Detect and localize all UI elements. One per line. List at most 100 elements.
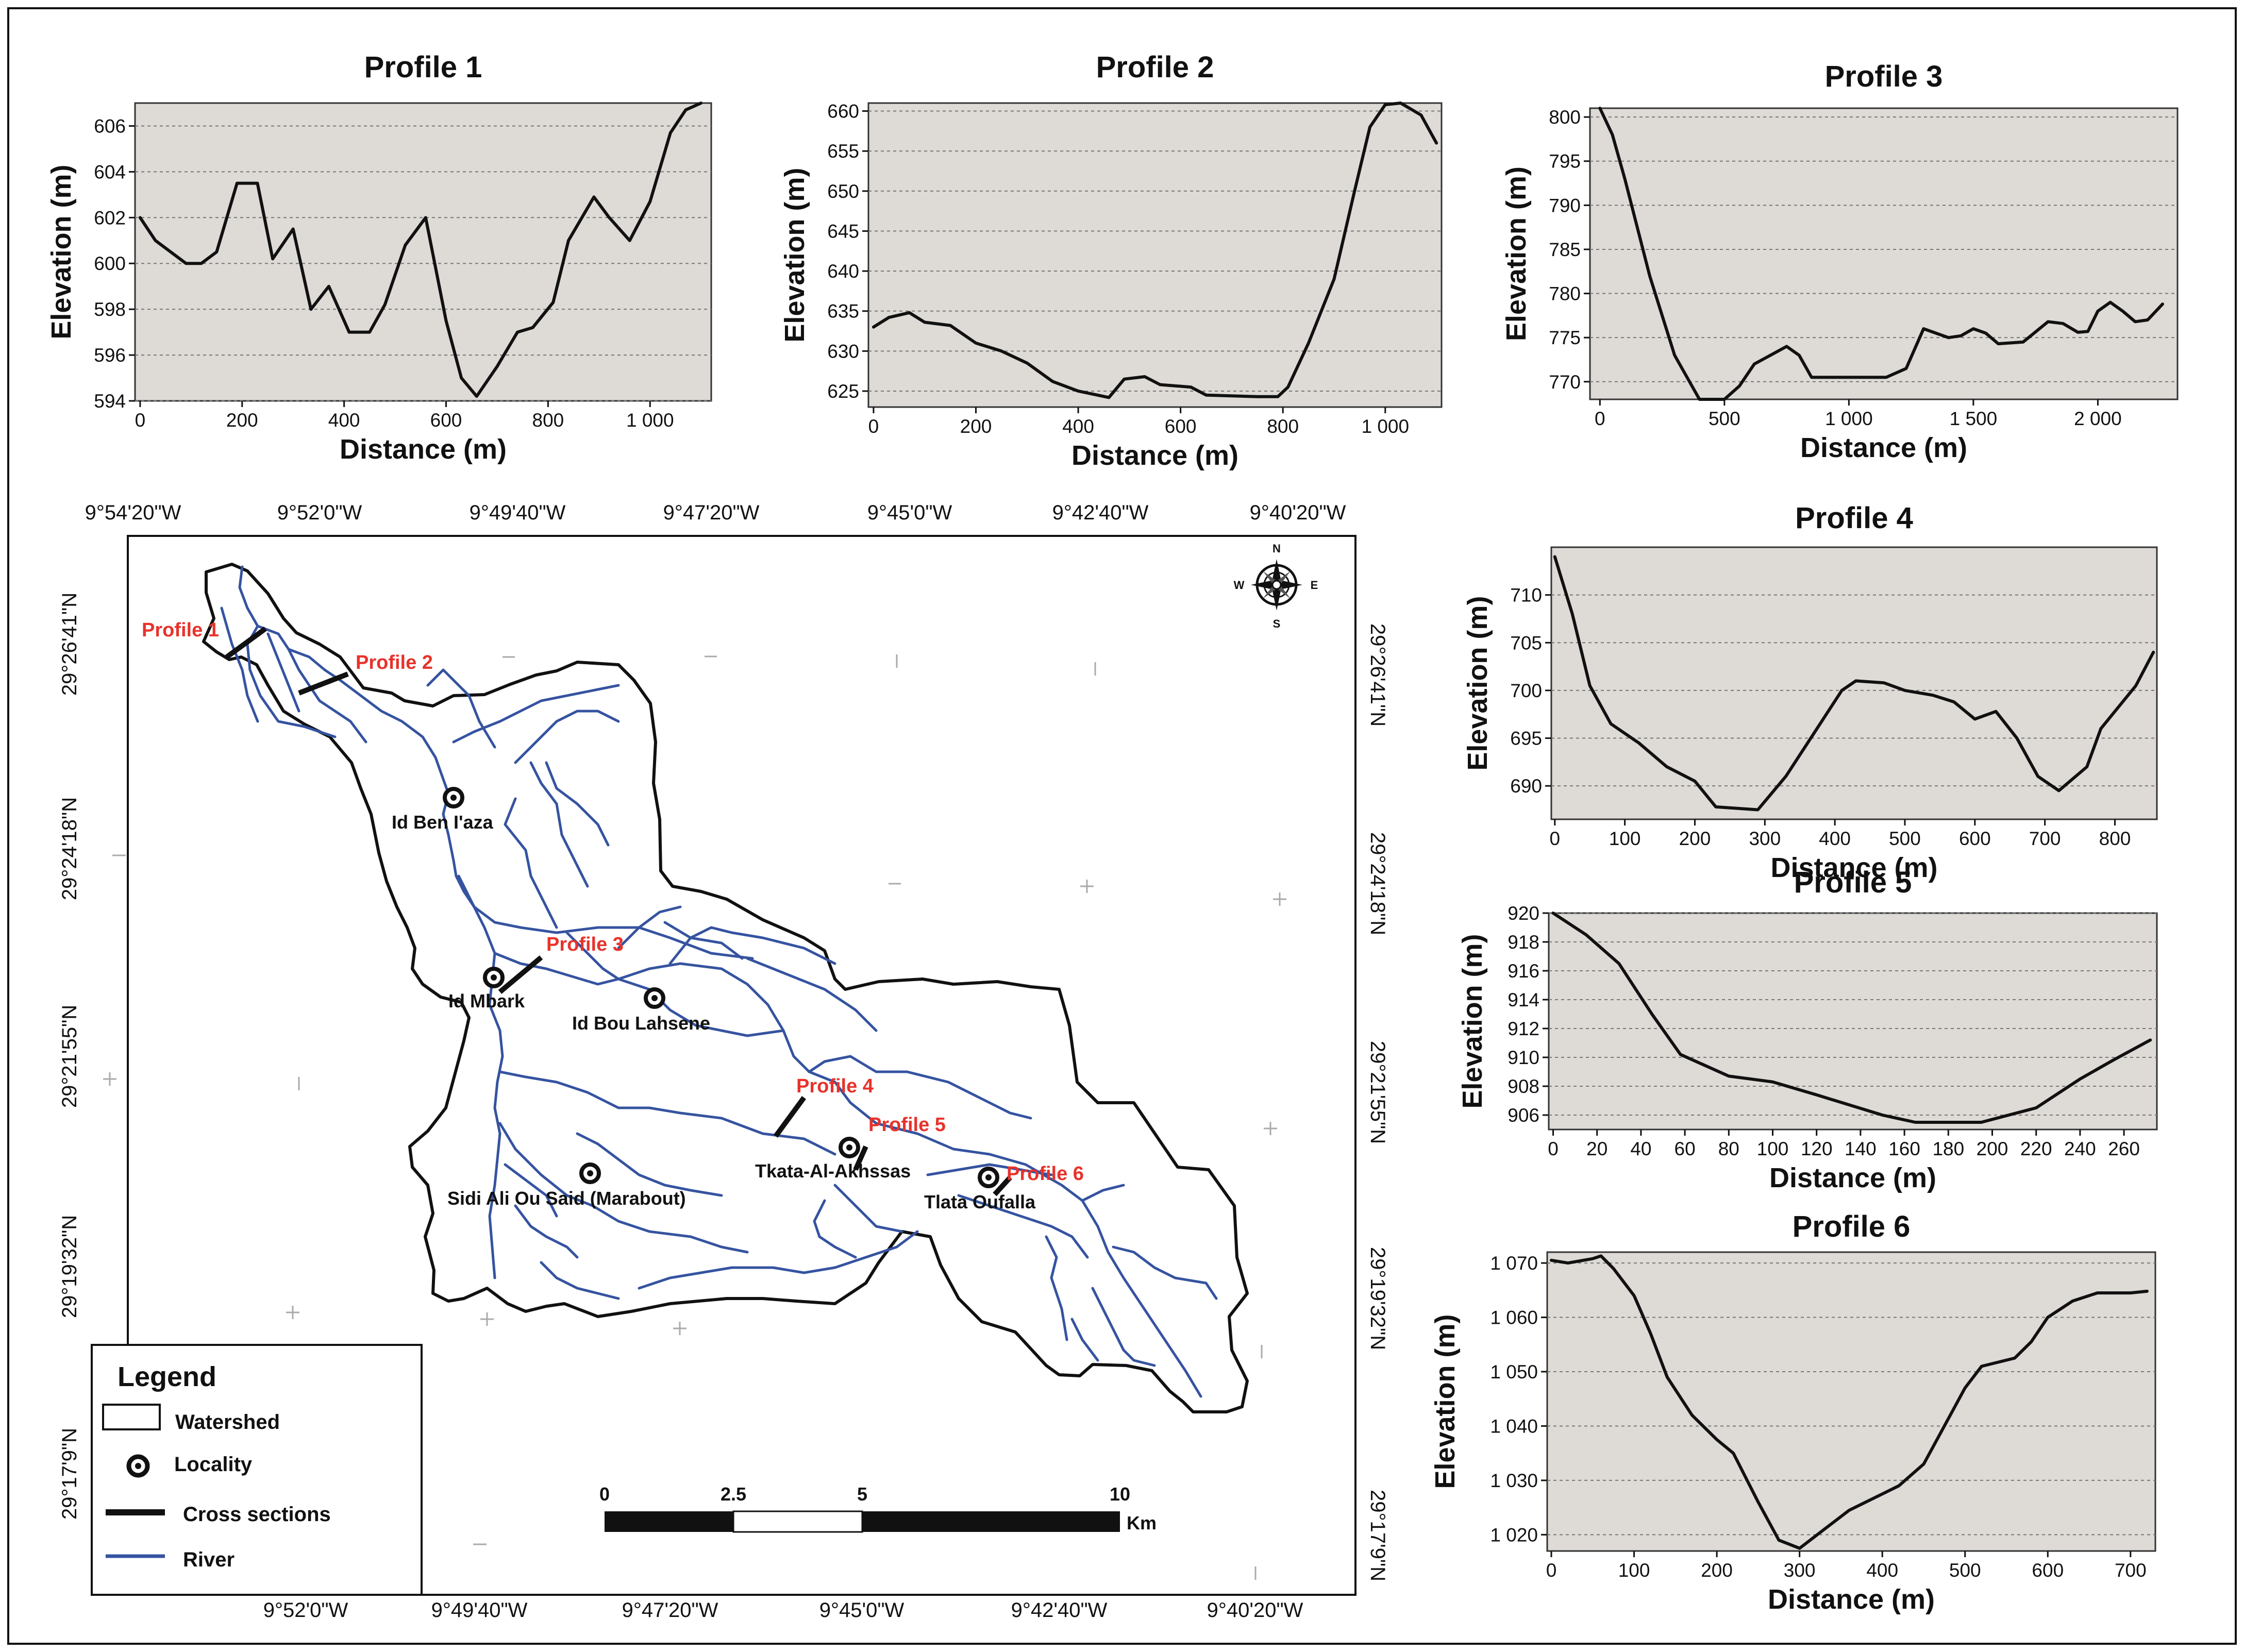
x-tick-label: 500 [1709, 408, 1740, 429]
x-tick-label: 0 [1595, 408, 1605, 429]
y-tick-label: 1 060 [1490, 1307, 1538, 1328]
plot-area [1548, 912, 2158, 1131]
chart-title: Profile 3 [1825, 60, 1943, 93]
lon-label-top: 9°54'20"W [85, 501, 181, 524]
chart-title: Profile 1 [364, 50, 482, 84]
y-tick-label: 916 [1508, 960, 1539, 982]
lon-label-bottom: 9°52'0"W [263, 1599, 348, 1622]
locality-label: Id Ben I'aza [392, 812, 494, 833]
plot-area [867, 102, 1443, 408]
x-tick-label: 180 [1932, 1138, 1964, 1159]
cross-section-5 [853, 1145, 868, 1171]
elevation-profile-line [1553, 555, 2155, 812]
lat-label-left: 29°17'9"N [58, 1428, 81, 1520]
y-tick-label: 630 [827, 341, 859, 362]
lon-label-bottom: 9°45'0"W [819, 1599, 905, 1622]
x-tick-label: 0 [1550, 828, 1561, 849]
x-axis-label: Distance (m) [1770, 852, 1937, 883]
scale-label: 0 [599, 1484, 610, 1505]
x-tick-label: 60 [1674, 1138, 1696, 1159]
cross-section-6 [993, 1175, 1012, 1196]
scale-label: 10 [1110, 1484, 1130, 1505]
lon-label-top: 9°52'0"W [277, 501, 362, 524]
x-tick-label: 40 [1630, 1138, 1651, 1159]
locality-label: Id Mbark [448, 990, 525, 1012]
y-axis-label: Elevation (m) [1457, 934, 1488, 1108]
lon-label-top: 9°49'40"W [470, 501, 566, 524]
x-tick-label: 1 000 [626, 410, 674, 431]
lat-label-left: 29°24'18"N [58, 797, 81, 900]
elevation-profile-line [138, 102, 703, 398]
map-legend: Legend Watershed Locality Cross sections… [91, 1344, 423, 1596]
x-axis-label: Distance (m) [1800, 432, 1967, 463]
lon-label-top: 9°47'20"W [663, 501, 760, 524]
scale-label: 2.5 [721, 1484, 746, 1505]
y-tick-label: 602 [94, 207, 126, 228]
x-tick-label: 600 [2032, 1560, 2064, 1581]
y-tick-label: 770 [1549, 372, 1581, 393]
y-tick-label: 908 [1508, 1076, 1539, 1097]
locality-marker [839, 1137, 860, 1158]
x-axis-label: Distance (m) [1769, 1162, 1936, 1193]
x-tick-label: 800 [1267, 416, 1299, 437]
x-tick-label: 120 [1801, 1138, 1833, 1159]
x-axis-label: Distance (m) [340, 434, 507, 465]
lat-label-right: 29°21'55"N [1366, 1041, 1389, 1144]
x-tick-label: 800 [2099, 828, 2131, 849]
x-tick-label: 0 [1546, 1560, 1557, 1581]
x-tick-label: 400 [1062, 416, 1094, 437]
legend-watershed-label: Watershed [175, 1411, 280, 1434]
cross-section-1 [225, 626, 267, 660]
y-tick-label: 695 [1510, 728, 1542, 749]
locality-label: Id Bou Lahsene [572, 1013, 710, 1034]
lat-label-right: 29°17'9"N [1366, 1490, 1389, 1581]
chart-title: Profile 5 [1794, 866, 1912, 899]
scale-segment [605, 1511, 733, 1532]
profile-chart-5: 906 908 910 912 914 916 918 920 0 20 40 60 80 100 120 1… [1457, 866, 2158, 1193]
x-tick-label: 160 [1888, 1138, 1920, 1159]
lon-label-top: 9°42'40"W [1052, 501, 1149, 524]
x-tick-label: 500 [1949, 1560, 1981, 1581]
plot-area [1589, 107, 2179, 400]
y-tick-label: 655 [827, 141, 859, 162]
x-tick-label: 220 [2020, 1138, 2052, 1159]
y-tick-label: 594 [94, 391, 126, 412]
x-axis-label: Distance (m) [1071, 440, 1238, 471]
y-tick-label: 1 030 [1490, 1470, 1538, 1491]
x-tick-label: 100 [1757, 1138, 1789, 1159]
y-tick-label: 625 [827, 381, 859, 402]
x-tick-label: 240 [2064, 1138, 2096, 1159]
cross-section-3 [498, 955, 543, 994]
locality-marker [483, 967, 505, 988]
plot-area [134, 102, 712, 402]
y-tick-label: 705 [1510, 632, 1542, 653]
y-axis-label: Elevation (m) [779, 167, 810, 342]
y-tick-label: 645 [827, 221, 859, 242]
y-tick-label: 906 [1508, 1105, 1539, 1126]
x-tick-label: 100 [1618, 1560, 1650, 1581]
legend-title: Legend [118, 1361, 216, 1392]
scale-segment [732, 1510, 863, 1533]
y-tick-label: 606 [94, 115, 126, 137]
lon-label-top: 9°40'20"W [1250, 501, 1346, 524]
elevation-profile-line [1598, 107, 2164, 401]
x-tick-label: 200 [226, 410, 258, 431]
x-tick-label: 600 [1165, 416, 1197, 437]
cross-section-4 [773, 1096, 807, 1138]
river-branch [493, 952, 1202, 1398]
y-tick-label: 912 [1508, 1018, 1539, 1039]
y-axis-label: Elevation (m) [1462, 596, 1493, 770]
y-tick-label: 1 040 [1490, 1415, 1538, 1437]
graticule-marks [103, 654, 1286, 1580]
profile-chart-3: 770 775 780 785 790 795 800 0 500 1 000 1 500 2 000… [1501, 60, 2179, 463]
coordinate-labels: 9°54'20"W 9°52'0"W 9°49'40"W 9°47'20"W 9… [58, 501, 1389, 1622]
x-axis-label: Distance (m) [1768, 1584, 1935, 1615]
legend-river-label: River [183, 1548, 235, 1571]
x-tick-label: 400 [1866, 1560, 1898, 1581]
plot-area [1546, 1251, 2156, 1552]
lon-label-bottom: 9°42'40"W [1011, 1599, 1108, 1622]
x-tick-label: 800 [532, 410, 564, 431]
x-tick-label: 20 [1586, 1138, 1607, 1159]
x-tick-label: 200 [960, 416, 992, 437]
